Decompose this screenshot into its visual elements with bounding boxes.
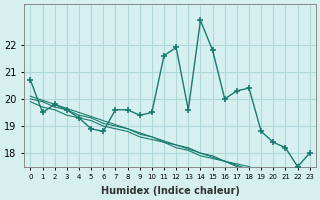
X-axis label: Humidex (Indice chaleur): Humidex (Indice chaleur) [100, 186, 239, 196]
